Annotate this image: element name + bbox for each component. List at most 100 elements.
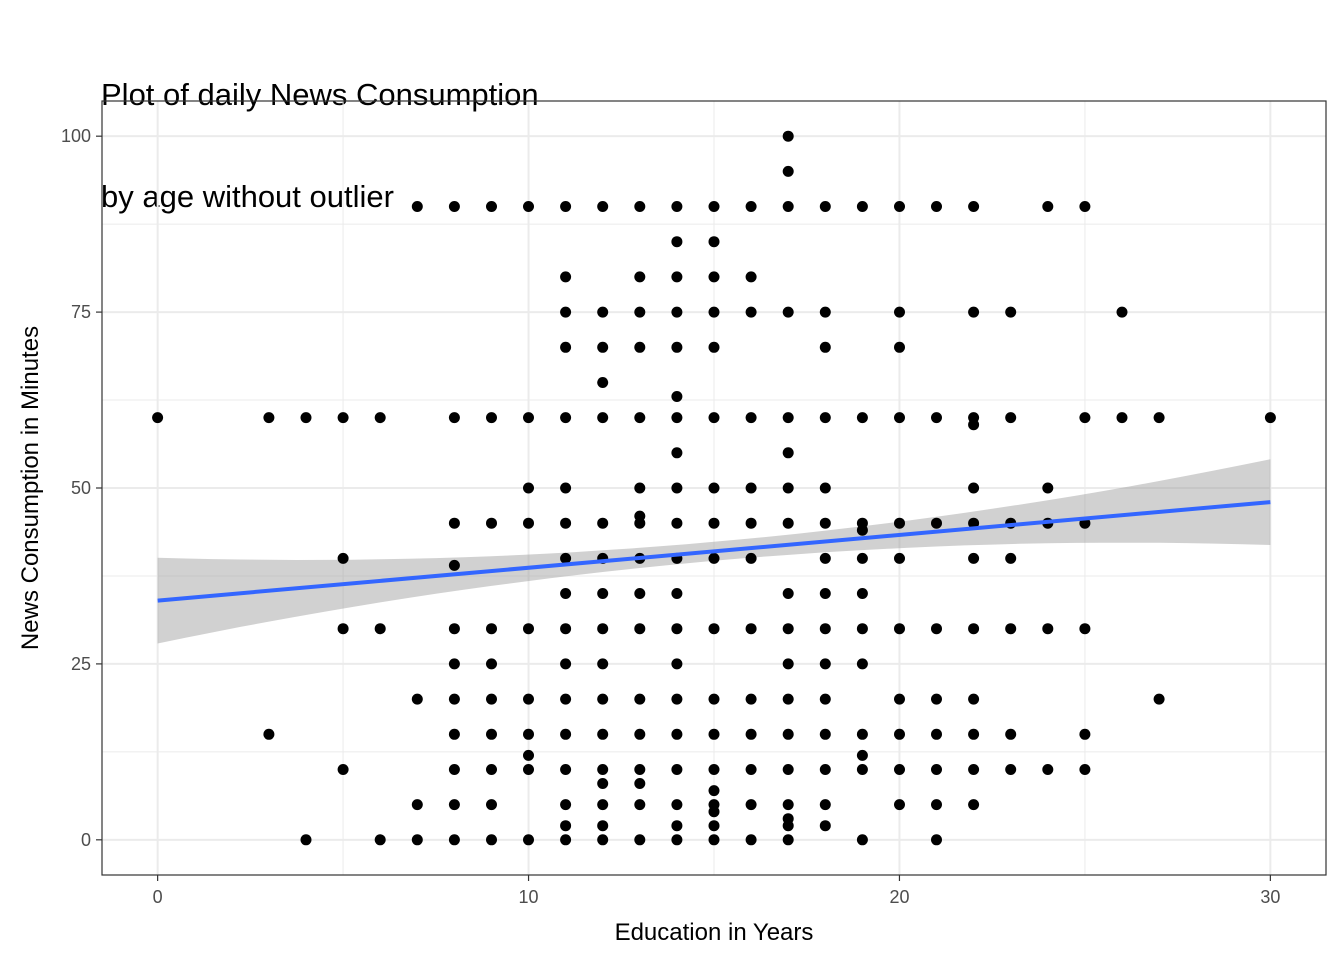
data-point (931, 799, 942, 811)
data-point (597, 341, 609, 353)
data-point (856, 749, 868, 761)
data-point (634, 517, 646, 529)
data-point (671, 306, 683, 318)
x-tick-label: 0 (153, 887, 163, 907)
data-point (1005, 306, 1017, 318)
data-point (671, 764, 683, 775)
data-point (448, 728, 460, 740)
data-point (745, 693, 757, 705)
data-point (634, 799, 646, 811)
data-point (671, 588, 683, 599)
data-point (1005, 728, 1017, 740)
data-point (486, 764, 497, 775)
data-point (856, 658, 868, 670)
data-point (1042, 764, 1054, 775)
data-point (411, 201, 423, 212)
data-point (337, 764, 349, 775)
data-point (486, 517, 497, 529)
data-point (708, 834, 720, 846)
data-point (708, 482, 720, 494)
data-point (931, 764, 942, 775)
data-point (931, 834, 942, 846)
data-point (782, 658, 794, 670)
data-point (374, 412, 386, 424)
data-point (560, 623, 572, 635)
data-point (1264, 412, 1276, 424)
y-tick-label: 100 (61, 126, 91, 146)
data-point (560, 693, 572, 705)
data-point (671, 834, 683, 846)
data-point (671, 623, 683, 635)
data-point (448, 799, 460, 811)
data-point (634, 306, 646, 318)
data-point (634, 778, 646, 789)
data-point (560, 517, 572, 529)
data-point (1153, 412, 1165, 424)
data-point (671, 391, 683, 402)
y-tick-label: 0 (81, 830, 91, 850)
data-point (486, 658, 497, 670)
data-point (597, 799, 609, 811)
data-point (634, 482, 646, 494)
data-point (523, 728, 534, 740)
chart-title: Plot of daily News Consumption by age wi… (101, 10, 539, 248)
data-point (745, 799, 757, 811)
data-point (337, 552, 349, 564)
data-point (634, 412, 646, 424)
data-point (782, 412, 794, 424)
data-point (671, 820, 683, 832)
data-point (819, 306, 831, 318)
data-point (1005, 623, 1017, 635)
data-point (597, 623, 609, 635)
points-layer (152, 130, 1276, 846)
y-tick-label: 50 (71, 478, 91, 498)
data-point (782, 799, 794, 811)
data-point (968, 764, 980, 775)
data-point (300, 834, 312, 846)
y-axis-title: News Consumption in Minutes (17, 326, 44, 650)
data-point (448, 412, 460, 424)
data-point (374, 623, 386, 635)
data-point (560, 764, 572, 775)
data-point (560, 482, 572, 494)
data-point (1079, 764, 1091, 775)
data-point (448, 834, 460, 846)
data-point (523, 201, 534, 212)
data-point (1079, 623, 1091, 635)
data-point (745, 271, 757, 283)
data-point (634, 201, 646, 212)
data-point (782, 482, 794, 494)
data-point (448, 693, 460, 705)
data-point (597, 517, 609, 529)
data-point (374, 834, 386, 846)
data-point (1153, 693, 1165, 705)
data-point (1005, 412, 1017, 424)
data-point (523, 412, 534, 424)
data-point (263, 412, 275, 424)
data-point (931, 623, 942, 635)
data-point (1042, 482, 1054, 494)
data-point (597, 201, 609, 212)
data-point (708, 820, 720, 832)
fit-line-layer (157, 500, 1271, 603)
data-point (782, 201, 794, 212)
data-point (1079, 728, 1091, 740)
data-point (708, 236, 720, 248)
data-point (597, 778, 609, 789)
data-point (597, 658, 609, 670)
data-point (819, 412, 831, 424)
data-point (560, 820, 572, 832)
data-point (968, 517, 980, 529)
data-point (931, 412, 942, 424)
data-point (894, 799, 905, 811)
data-point (819, 623, 831, 635)
data-point (634, 341, 646, 353)
data-point (819, 693, 831, 705)
data-point (968, 693, 980, 705)
data-point (560, 412, 572, 424)
data-point (597, 834, 609, 846)
data-point (560, 552, 572, 564)
data-point (782, 820, 794, 832)
data-point (894, 623, 905, 635)
data-point (819, 552, 831, 564)
